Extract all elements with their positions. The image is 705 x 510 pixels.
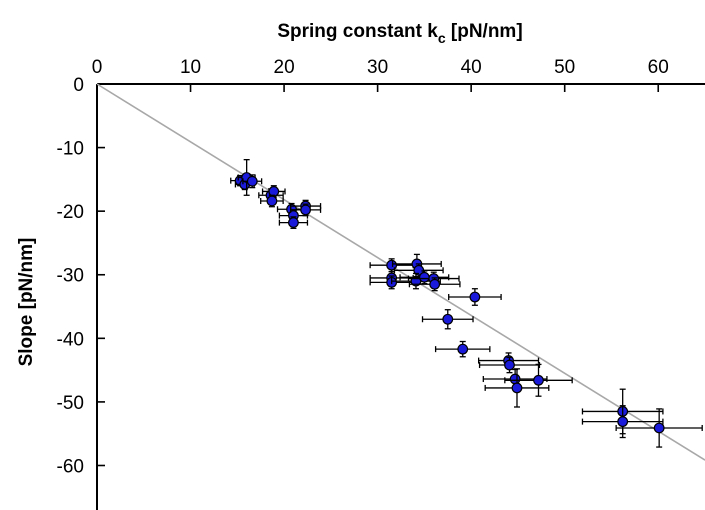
data-point (484, 368, 550, 408)
x-tick-label: 0 (92, 57, 103, 78)
data-point (434, 340, 491, 358)
x-tick-label: 60 (648, 57, 669, 78)
x-tick-label: 10 (180, 57, 201, 78)
data-marker (457, 343, 469, 355)
data-marker (429, 278, 441, 290)
data-marker (288, 217, 299, 229)
y-tick-label: -40 (57, 329, 84, 350)
data-marker (509, 373, 521, 385)
data-marker (533, 374, 544, 386)
data-points (230, 159, 703, 448)
y-tick-label: -50 (57, 393, 84, 414)
data-point (260, 194, 284, 208)
data-marker (266, 195, 278, 207)
data-point (448, 288, 502, 306)
data-marker (504, 359, 515, 371)
x-tick-label: 40 (461, 57, 482, 78)
axes (96, 83, 705, 510)
data-marker (511, 382, 523, 394)
data-point (408, 277, 461, 292)
data-marker (442, 313, 454, 325)
data-point (504, 363, 573, 397)
x-axis-title-main: Spring constant k (277, 21, 438, 42)
data-point (615, 408, 703, 448)
fit-line (96, 83, 705, 461)
data-marker (300, 204, 311, 216)
x-axis-title: Spring constant kc [pN/nm] (277, 21, 522, 46)
y-tick-label: -30 (57, 266, 84, 287)
y-axis-title: Slope [pN/nm] (16, 238, 37, 367)
data-point (278, 216, 309, 229)
data-marker (418, 271, 430, 283)
data-point (421, 309, 474, 330)
data-point (581, 405, 664, 439)
data-point (478, 356, 541, 374)
x-ticks: 0 10 20 30 40 50 60 (92, 57, 669, 92)
y-tick-label: -20 (57, 202, 84, 223)
data-marker (617, 416, 629, 428)
x-tick-label: 50 (554, 57, 575, 78)
data-marker (653, 422, 665, 434)
data-point (242, 174, 263, 189)
data-marker (246, 175, 258, 187)
y-tick-label: -60 (57, 456, 84, 477)
y-ticks: 0 -10 -20 -30 -40 -50 -60 (57, 75, 105, 477)
x-axis-title-unit: [pN/nm] (446, 21, 523, 42)
x-tick-label: 30 (367, 57, 388, 78)
y-tick-label: -10 (57, 139, 84, 160)
data-point (289, 203, 322, 217)
x-axis-title-subscript: c (438, 30, 446, 46)
y-tick-label: 0 (73, 75, 84, 96)
data-marker (469, 291, 481, 303)
x-tick-label: 20 (274, 57, 295, 78)
